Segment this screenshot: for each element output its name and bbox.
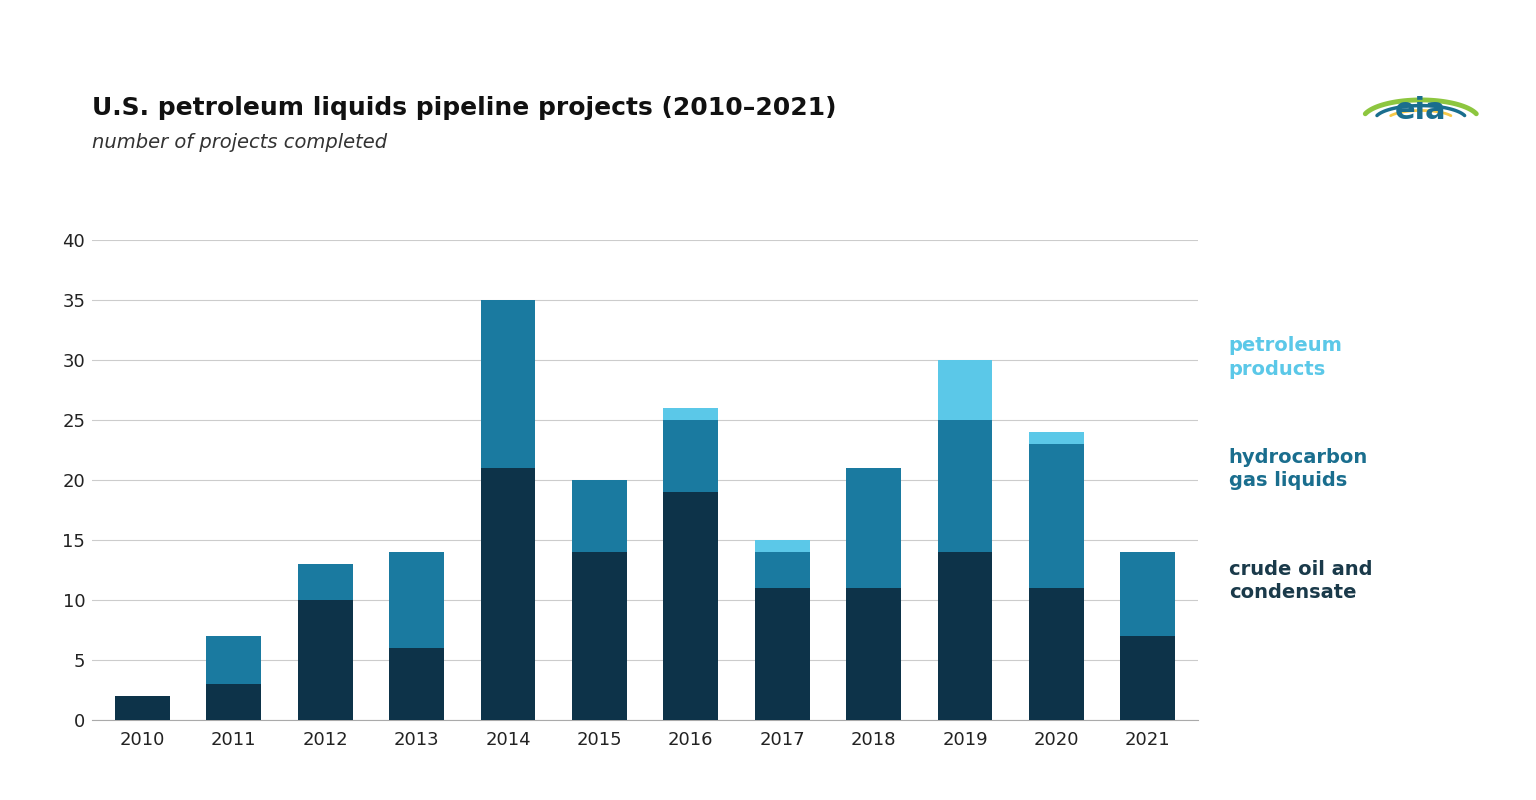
Bar <box>1120 636 1175 720</box>
Bar <box>571 480 627 552</box>
Bar <box>389 648 444 720</box>
Bar <box>846 468 902 588</box>
Bar <box>754 552 809 588</box>
Bar <box>937 552 992 720</box>
Bar <box>664 420 719 492</box>
Text: hydrocarbon
gas liquids: hydrocarbon gas liquids <box>1229 448 1369 490</box>
Bar <box>1120 552 1175 636</box>
Text: crude oil and
condensate: crude oil and condensate <box>1229 560 1372 602</box>
Bar <box>937 360 992 420</box>
Text: U.S. petroleum liquids pipeline projects (2010–2021): U.S. petroleum liquids pipeline projects… <box>92 96 837 120</box>
Bar <box>1029 588 1084 720</box>
Bar <box>115 696 170 720</box>
Bar <box>481 300 536 468</box>
Bar <box>298 600 353 720</box>
Bar <box>571 552 627 720</box>
Bar <box>846 588 902 720</box>
Bar <box>389 552 444 648</box>
Bar <box>937 420 992 552</box>
Text: eia: eia <box>1395 96 1447 125</box>
Bar <box>664 492 719 720</box>
Text: petroleum
products: petroleum products <box>1229 336 1342 378</box>
Bar <box>1029 432 1084 444</box>
Bar <box>206 684 261 720</box>
Bar <box>481 468 536 720</box>
Bar <box>664 408 719 420</box>
Bar <box>206 636 261 684</box>
Bar <box>1029 444 1084 588</box>
Text: number of projects completed: number of projects completed <box>92 133 387 152</box>
Bar <box>754 540 809 552</box>
Bar <box>754 588 809 720</box>
Bar <box>298 564 353 600</box>
